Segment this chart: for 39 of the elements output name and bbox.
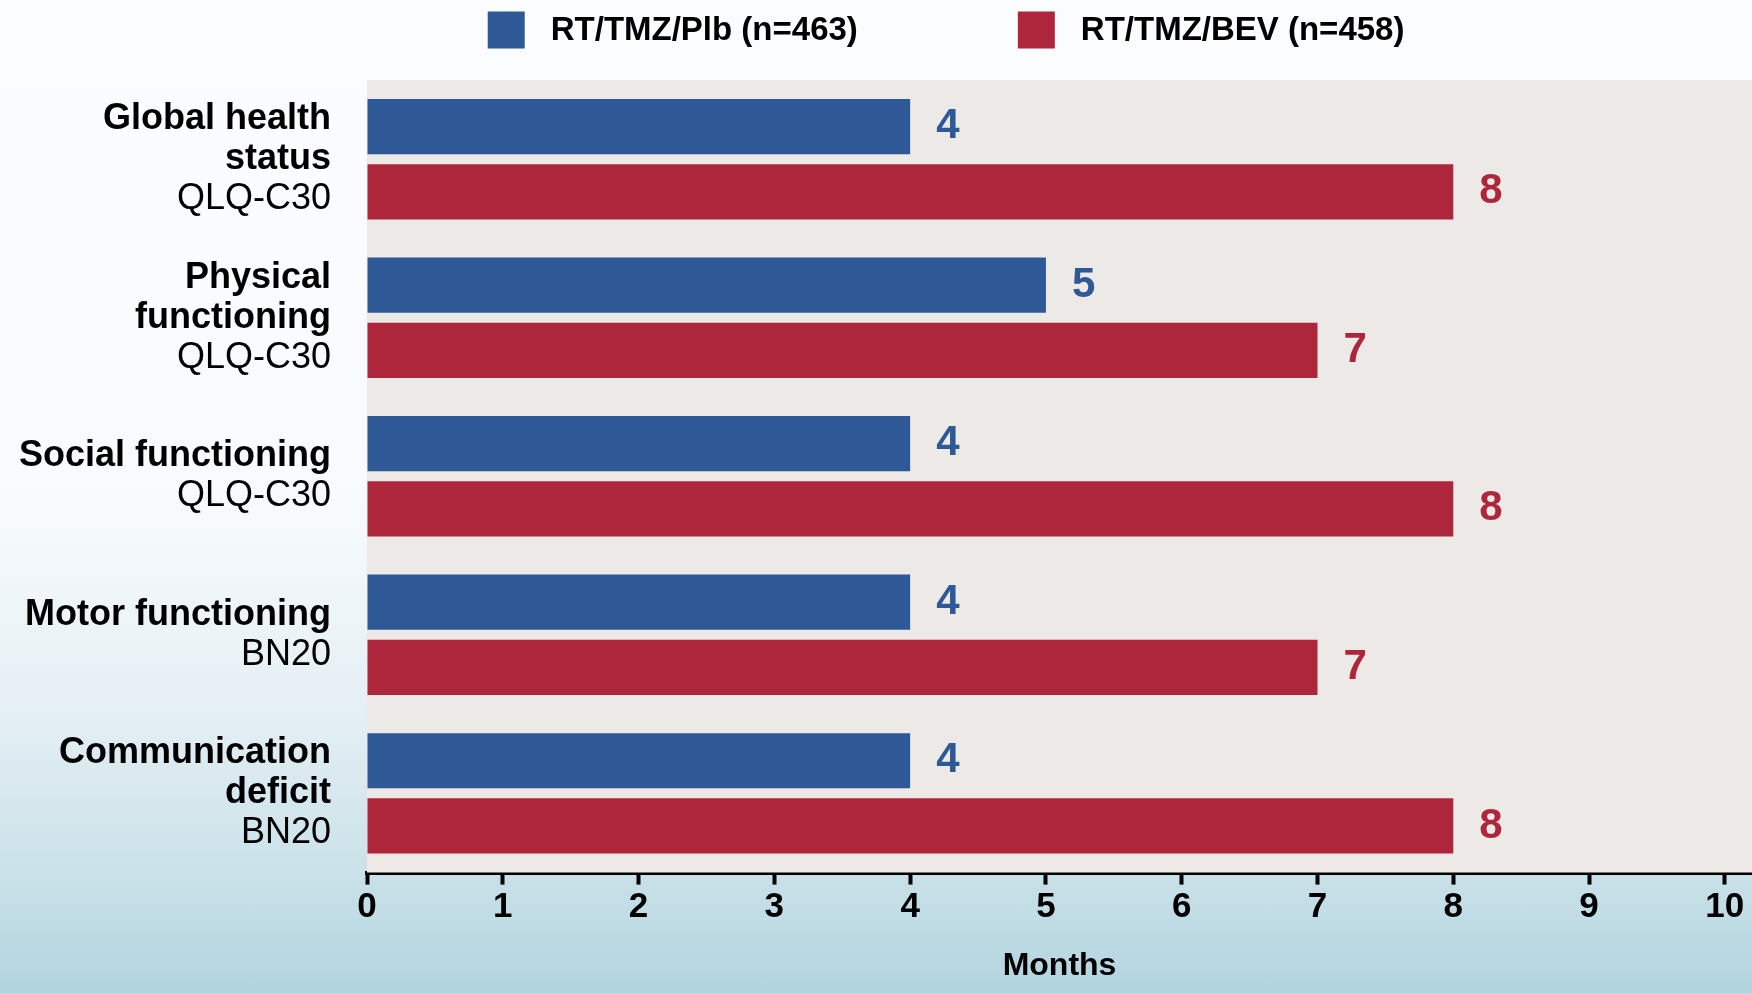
- x-axis-title: Months: [1002, 945, 1117, 982]
- bar: [367, 322, 1318, 378]
- x-tick-label: 2: [628, 885, 649, 925]
- data-label: 8: [1479, 165, 1503, 213]
- data-label: 4: [936, 734, 961, 782]
- data-label: 7: [1343, 323, 1367, 371]
- data-label: 4: [936, 417, 961, 465]
- x-tick-label: 1: [493, 885, 513, 925]
- x-tick-label: 9: [1579, 885, 1599, 925]
- x-tick-label: 10: [1705, 885, 1745, 925]
- bar: [367, 639, 1318, 696]
- bar: [367, 574, 911, 630]
- data-label: 7: [1343, 641, 1367, 689]
- x-tick-label: 7: [1307, 885, 1328, 925]
- bar: [367, 733, 911, 789]
- bar: [367, 99, 911, 155]
- data-label: 4: [936, 100, 961, 148]
- bar: [367, 416, 911, 472]
- y-tick-label: Physical functioning QLQ-C30: [135, 254, 331, 376]
- bar: [367, 164, 1454, 220]
- x-tick-label: 0: [357, 885, 377, 925]
- y-tick-label: Social functioning QLQ-C30: [19, 433, 331, 515]
- data-label: 8: [1479, 482, 1503, 530]
- x-tick-label: 6: [1171, 885, 1192, 925]
- data-label: 4: [936, 575, 961, 623]
- x-tick-label: 4: [900, 885, 921, 925]
- bar: [367, 257, 1046, 313]
- bar: [367, 798, 1454, 854]
- y-tick-label: Communication deficit BN20: [58, 730, 332, 852]
- legend-label: RT/TMZ/Plb (n=463): [550, 10, 858, 48]
- bar: [367, 481, 1454, 537]
- y-tick-label: Motor functioning BN20: [25, 591, 331, 673]
- legend-label: RT/TMZ/BEV (n=458): [1080, 10, 1405, 48]
- data-label: 5: [1071, 258, 1096, 306]
- data-label: 8: [1479, 799, 1503, 847]
- x-tick-label: 3: [764, 885, 785, 925]
- x-tick-label: 5: [1036, 885, 1056, 925]
- y-tick-label: Global health status QLQ-C30: [102, 96, 331, 218]
- x-tick-label: 8: [1443, 885, 1464, 925]
